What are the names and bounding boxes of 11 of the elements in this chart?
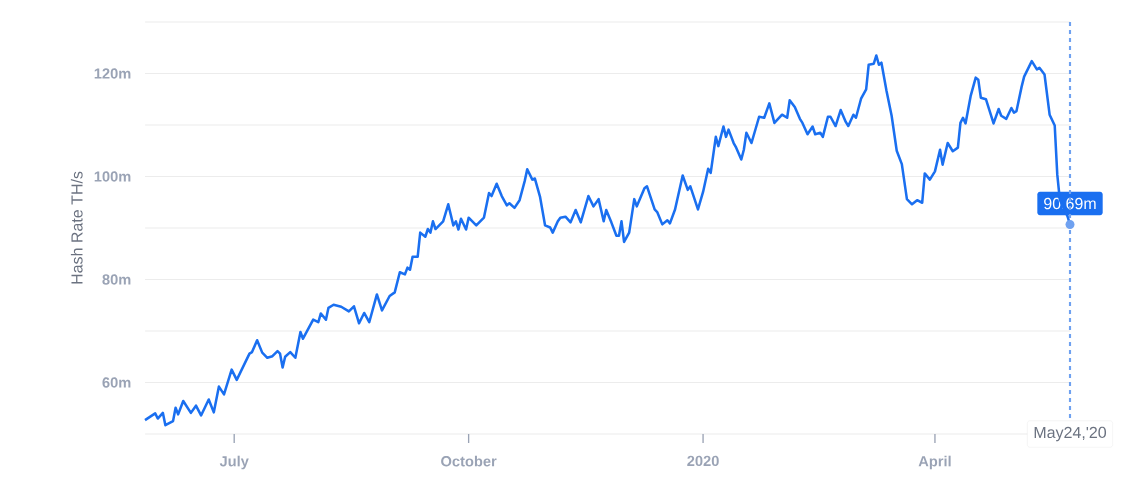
- y-tick-label: 100m: [94, 171, 131, 182]
- x-tick-label: October: [441, 455, 497, 467]
- x-tick-label: 2020: [687, 455, 719, 467]
- y-tick-label: 120m: [94, 68, 131, 79]
- annotation: 90.69m: [1044, 197, 1096, 210]
- y-tick-label: 80m: [102, 274, 131, 285]
- y-tick-label: 60m: [102, 377, 131, 388]
- x-tick-label: July: [219, 455, 249, 470]
- y-axis-title: Hash Rate TH/s: [70, 171, 83, 284]
- ref-line-label: May24,'20: [1034, 426, 1107, 442]
- x-tick-label: April: [918, 455, 951, 470]
